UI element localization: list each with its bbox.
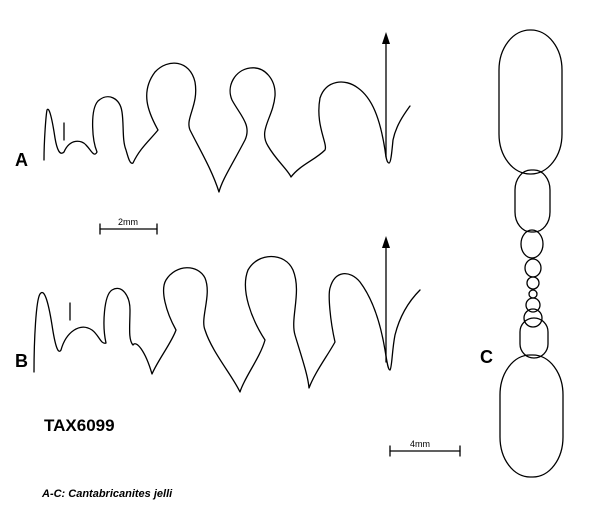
whorl-section-lower-5 [525, 297, 541, 313]
whorl-section-lower-3 [519, 317, 549, 359]
panel-label-c: C [480, 347, 493, 367]
panel-label-a: A [15, 150, 28, 170]
whorl-section-c [498, 29, 564, 478]
scale-bar-4mm-label: 4mm [410, 439, 430, 449]
whorl-section-center [528, 289, 538, 299]
whorl-section-large-top [498, 29, 563, 175]
panel-label-b: B [15, 351, 28, 371]
whorl-section-upper-4 [524, 258, 542, 278]
suture-line-a [43, 32, 411, 193]
figure-caption: A-C: Cantabricanites jelli [41, 488, 173, 500]
suture-line-b [33, 236, 421, 393]
whorl-section-upper-2 [514, 169, 551, 233]
whorl-section-upper-3 [520, 229, 544, 259]
specimen-id: TAX6099 [44, 416, 115, 435]
scale-bar-2mm-label: 2mm [118, 217, 138, 227]
whorl-section-upper-5 [526, 276, 540, 290]
whorl-section-lower-4 [523, 308, 543, 328]
scale-bar-4mm: 4mm [389, 439, 461, 457]
whorl-section-large-bottom [499, 354, 564, 478]
scale-bar-2mm: 2mm [99, 217, 158, 235]
